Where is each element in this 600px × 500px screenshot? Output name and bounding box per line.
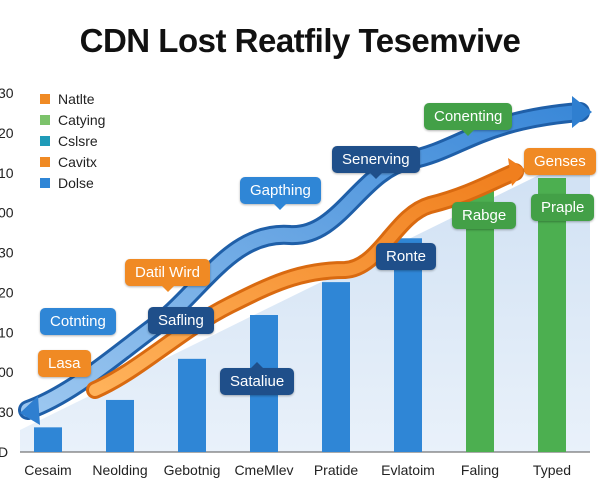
y-tick-label: 30 [0, 404, 14, 420]
bar [34, 427, 62, 452]
orange-ribbon-arrowhead [508, 158, 526, 186]
blue-trend-ribbon-fill [21, 105, 587, 417]
background-area [20, 150, 590, 452]
annotation-callout: Gapthing [240, 177, 321, 210]
annotation-callout: Genses [524, 148, 596, 175]
legend-label: Cslsre [58, 132, 98, 149]
legend-item: Catying [40, 109, 105, 130]
y-tick-label: 20 [0, 125, 14, 141]
x-tick-label: Typed [533, 462, 571, 478]
annotation-callout: Ronte [376, 243, 437, 270]
orange-trend-ribbon-fill [89, 166, 521, 396]
legend-label: Catying [58, 111, 106, 128]
y-tick-label: 10 [0, 324, 14, 340]
annotation-callout: Datil Wird [125, 259, 211, 292]
y-tick-label: 30 [0, 85, 14, 101]
x-tick-label: Pratide [314, 462, 359, 478]
legend-item: Cslsre [40, 130, 105, 151]
bar [466, 186, 494, 452]
bar [538, 178, 566, 452]
chart-title: CDN Lost Reatfily Tesemvive [79, 22, 521, 59]
x-tick-label: Faling [461, 462, 499, 478]
bar [394, 238, 422, 452]
annotation-callout: Safling [148, 307, 214, 334]
legend: Natlte Catying Cslsre Cavitx Dolse [40, 88, 105, 193]
legend-swatch [40, 93, 50, 104]
legend-swatch [40, 177, 50, 188]
legend-item: Natlte [40, 88, 105, 109]
blue-ribbon-tailhead [20, 396, 40, 425]
y-tick-label: 20 [0, 284, 14, 300]
bar [322, 282, 350, 452]
y-tick-label: 00 [0, 205, 14, 221]
legend-swatch [40, 114, 50, 125]
legend-label: Cavitx [58, 153, 97, 170]
annotation-callout: Senerving [332, 146, 420, 179]
x-tick-label: Neolding [92, 462, 147, 478]
legend-swatch [40, 135, 50, 146]
legend-label: Natlte [58, 90, 95, 107]
x-tick-label: Evlatoim [381, 462, 435, 478]
y-tick-label: 10 [0, 165, 14, 181]
annotation-callout: Praple [531, 194, 595, 221]
x-tick-label: Cesaim [24, 462, 71, 478]
annotation-callout: Conenting [424, 103, 513, 136]
annotation-callout: Sataliue [220, 362, 295, 395]
y-tick-label: 00 [0, 364, 14, 380]
legend-swatch [40, 156, 50, 167]
annotation-callout: Lasa [38, 350, 91, 377]
bar [106, 399, 134, 452]
annotation-callout: Cotnting [40, 308, 116, 335]
legend-item: Dolse [40, 172, 105, 193]
y-tick-label: D [0, 444, 8, 460]
legend-item: Cavitx [40, 151, 105, 172]
y-tick-label: 30 [0, 245, 14, 261]
blue-ribbon-arrowhead [572, 96, 592, 128]
bar [178, 358, 206, 452]
x-tick-label: Gebotnig [164, 462, 221, 478]
annotation-callout: Rabge [452, 202, 517, 229]
x-tick-label: CmeMlev [234, 462, 293, 478]
legend-label: Dolse [58, 174, 94, 191]
